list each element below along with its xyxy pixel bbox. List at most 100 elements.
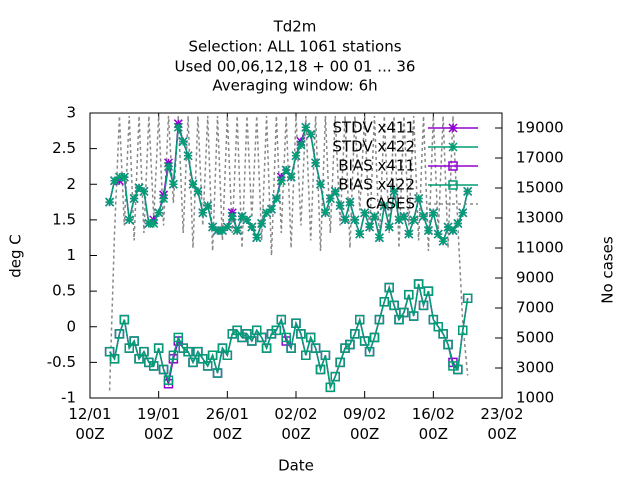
marker — [262, 208, 272, 218]
marker — [409, 215, 419, 225]
marker — [350, 215, 360, 225]
marker — [359, 336, 370, 346]
marker — [271, 193, 281, 204]
marker — [222, 222, 232, 232]
marker — [458, 208, 468, 218]
marker — [222, 350, 233, 360]
marker — [296, 140, 306, 150]
marker — [119, 172, 129, 182]
marker — [355, 229, 365, 239]
marker — [286, 343, 296, 353]
marker — [159, 193, 169, 204]
marker — [433, 229, 443, 239]
marker — [291, 318, 301, 328]
legend-marker — [448, 161, 458, 171]
chart-subtitle: Used 00,06,12,18 + 00 01 ... 36 — [175, 58, 416, 76]
marker — [286, 172, 296, 182]
marker — [399, 307, 409, 318]
marker — [252, 233, 262, 243]
marker — [109, 176, 120, 186]
marker — [153, 343, 164, 353]
series-line — [108, 125, 469, 243]
marker — [418, 300, 429, 311]
marker — [438, 329, 448, 339]
marker — [414, 193, 424, 204]
legend-label: CASES — [366, 195, 415, 213]
marker — [463, 186, 473, 196]
marker — [404, 289, 414, 300]
marker — [315, 179, 326, 189]
marker — [271, 325, 282, 336]
marker — [203, 201, 213, 211]
marker — [281, 165, 291, 175]
legend-marker — [448, 180, 458, 190]
marker — [379, 201, 389, 211]
marker — [188, 357, 198, 368]
marker — [364, 346, 375, 357]
marker — [149, 361, 159, 371]
marker — [360, 208, 370, 218]
marker — [129, 336, 139, 346]
y2-tick-label: 17000 — [516, 149, 564, 167]
marker — [193, 346, 203, 357]
marker — [404, 229, 414, 239]
marker — [114, 172, 124, 182]
legend-label: BIAS x411 — [338, 157, 415, 175]
marker — [418, 211, 429, 221]
y-tick-label: 2 — [66, 175, 76, 193]
marker — [443, 339, 453, 350]
marker — [232, 226, 242, 236]
marker — [369, 211, 380, 221]
marker — [208, 222, 218, 232]
marker — [428, 208, 438, 218]
marker — [438, 236, 448, 246]
y2-tick-label: 7000 — [516, 299, 554, 317]
legend-label: STDV x422 — [332, 138, 415, 156]
y-tick-label: 0 — [66, 317, 76, 335]
marker — [428, 314, 439, 325]
marker — [345, 339, 355, 350]
marker — [458, 325, 468, 336]
y2-axis-label: No cases — [599, 236, 617, 304]
y-tick-label: 2.5 — [52, 139, 76, 157]
marker — [389, 300, 399, 311]
marker — [384, 222, 394, 232]
marker — [374, 314, 385, 325]
x-tick-label: 02/02 00Z — [274, 405, 318, 443]
x-tick-label: 09/02 00Z — [343, 405, 387, 443]
marker — [325, 193, 335, 204]
marker — [139, 346, 149, 357]
y-tick-label: 0.5 — [52, 282, 76, 300]
y2-tick-label: 13000 — [516, 209, 564, 227]
y-tick-label: 3 — [66, 104, 76, 122]
marker — [306, 129, 316, 139]
legend-marker — [448, 123, 458, 133]
marker — [453, 218, 463, 228]
marker — [202, 361, 213, 371]
marker — [394, 314, 404, 325]
marker — [104, 346, 115, 357]
marker — [345, 197, 355, 207]
marker — [320, 208, 330, 218]
marker — [212, 368, 223, 378]
marker — [124, 343, 134, 353]
y2-tick-label: 5000 — [516, 329, 554, 347]
marker — [124, 215, 134, 225]
marker — [105, 197, 115, 207]
marker — [423, 286, 434, 296]
marker — [311, 158, 321, 168]
x-tick-label: 12/01 00Z — [68, 405, 112, 443]
marker — [163, 161, 174, 171]
marker — [217, 343, 228, 353]
marker — [291, 151, 301, 161]
marker — [178, 136, 188, 147]
marker — [242, 215, 252, 225]
x-tick-label: 19/01 00Z — [137, 405, 181, 443]
marker — [168, 179, 178, 189]
y-tick-label: -0.5 — [47, 353, 76, 371]
marker — [247, 222, 257, 232]
y2-tick-label: 19000 — [516, 119, 564, 137]
marker — [369, 332, 380, 343]
marker — [134, 354, 144, 364]
